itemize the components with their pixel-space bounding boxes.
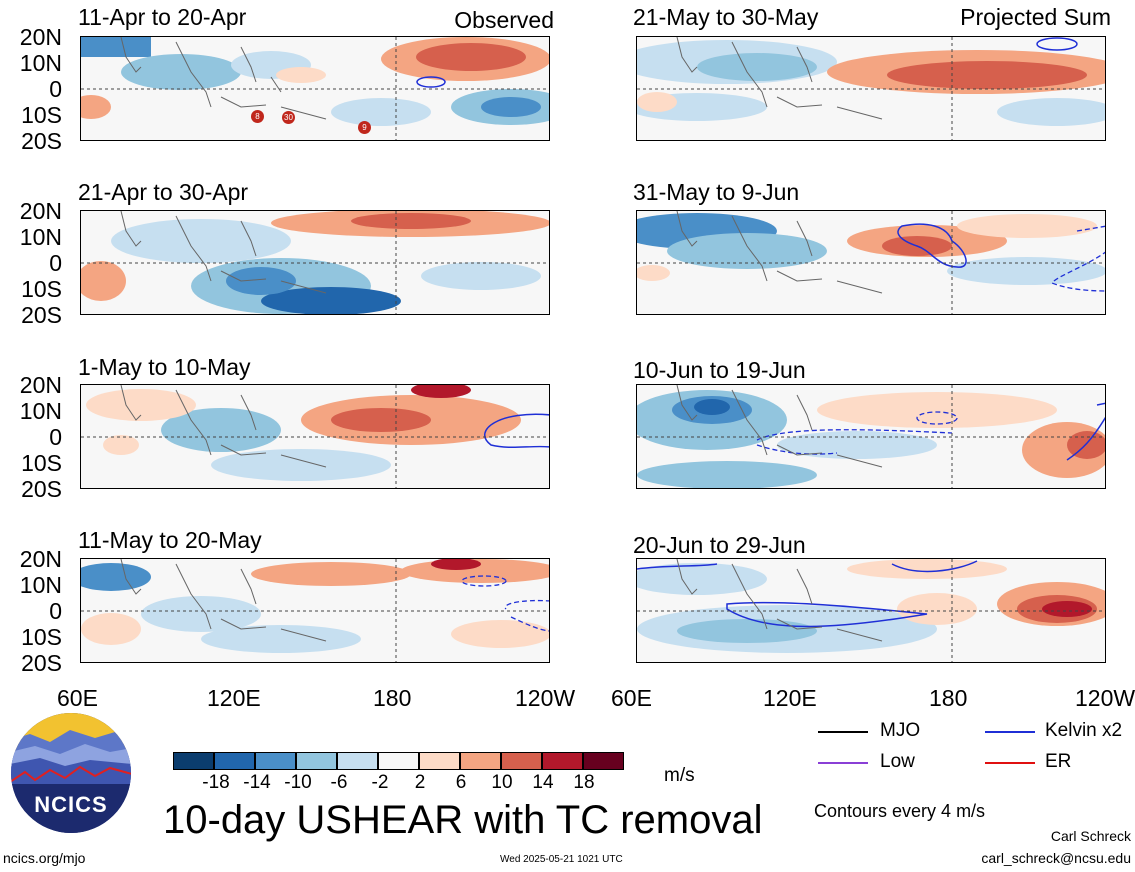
colorbar-tick: 14: [532, 772, 554, 793]
shear-map: [636, 558, 1106, 663]
tc-marker: 9: [358, 121, 371, 134]
lat-label: 0: [49, 250, 62, 276]
colorbar-tick: 2: [414, 772, 426, 793]
lat-label: 20N: [19, 372, 62, 398]
shear-map: [80, 384, 550, 489]
lat-label: 10N: [19, 398, 62, 424]
colorbar-tick: -2: [371, 772, 389, 793]
panel-title: 31-May to 9-Jun: [633, 179, 800, 205]
colorbar-tick: 6: [455, 772, 467, 793]
ncics-logo: NCICS: [10, 712, 132, 834]
colorbar-swatch: [501, 752, 543, 770]
footer-url[interactable]: ncics.org/mjo: [3, 850, 86, 866]
colorbar-swatch: [419, 752, 461, 770]
shear-map: [80, 558, 550, 663]
lon-label: 60E: [611, 685, 652, 711]
panel-title: 11-May to 20-May: [78, 527, 262, 553]
colorbar-tick: -10: [284, 772, 312, 793]
lat-label: 20S: [21, 650, 62, 676]
lat-label: 20N: [19, 546, 62, 572]
colorbar-swatch: [460, 752, 502, 770]
shear-map: 8 30 9: [80, 36, 550, 141]
legend-label: MJO: [880, 720, 921, 741]
lat-label: 20S: [21, 128, 62, 154]
colorbar-swatch: [583, 752, 625, 770]
panel-label-projected: Projected Sum: [960, 4, 1111, 30]
colorbar-swatch: [173, 752, 215, 770]
legend-line-kelvin: [985, 731, 1035, 733]
colorbar-swatch: [255, 752, 297, 770]
lat-label: 10N: [19, 224, 62, 250]
colorbar-swatch: [337, 752, 379, 770]
contour-note: Contours every 4 m/s: [814, 801, 986, 821]
lat-label: 20N: [19, 24, 62, 50]
lat-label: 20N: [19, 198, 62, 224]
lon-label: 120W: [515, 685, 576, 711]
lat-label: 10S: [21, 624, 62, 650]
lon-label: 60E: [57, 685, 98, 711]
lon-label: 180: [929, 685, 968, 711]
panel-title: 20-Jun to 29-Jun: [633, 532, 806, 558]
panel-title: 21-Apr to 30-Apr: [78, 179, 249, 205]
shear-map: [636, 36, 1106, 141]
lat-label: 10S: [21, 102, 62, 128]
panel-label-observed: Observed: [454, 7, 554, 33]
panel-title: 10-Jun to 19-Jun: [633, 357, 806, 383]
lon-label: 120W: [1075, 687, 1135, 710]
lat-label: 20S: [21, 302, 62, 328]
colorbar-tick: -14: [243, 772, 271, 793]
lon-label: 120E: [207, 685, 261, 711]
shear-map: [636, 210, 1106, 315]
colorbar-swatch: [378, 752, 420, 770]
colorbar-tick: 10: [491, 772, 513, 793]
colorbar-tick: 18: [573, 772, 595, 793]
panel-title: 1-May to 10-May: [78, 354, 251, 380]
legend-label: Kelvin x2: [1045, 720, 1123, 741]
colorbar-tick: -18: [202, 772, 230, 793]
lat-label: 10N: [19, 50, 62, 76]
footer-email[interactable]: carl_schreck@ncsu.edu: [981, 850, 1131, 866]
lat-label: 20S: [21, 476, 62, 502]
tc-marker: 30: [282, 111, 295, 124]
tc-marker: 8: [251, 110, 264, 123]
shear-map: [80, 210, 550, 315]
colorbar-swatch: [542, 752, 584, 770]
lat-label: 0: [49, 424, 62, 450]
lat-label: 10N: [19, 572, 62, 598]
legend-line-er: [985, 762, 1035, 764]
lon-label: 180: [373, 685, 412, 711]
lon-label: 120E: [763, 685, 817, 711]
lat-label: 0: [49, 598, 62, 624]
lat-label: 10S: [21, 450, 62, 476]
shear-map: [636, 384, 1106, 489]
legend-label: Low: [880, 751, 915, 772]
lat-label: 10S: [21, 276, 62, 302]
main-title: 10-day USHEAR with TC removal: [163, 798, 763, 842]
footer-timestamp: Wed 2025-05-21 1021 UTC: [500, 854, 623, 865]
colorbar-swatch: [296, 752, 338, 770]
panel-title: 21-May to 30-May: [633, 4, 819, 30]
legend-label: ER: [1045, 751, 1072, 772]
colorbar-units: m/s: [664, 765, 695, 786]
legend-line-low: [818, 762, 868, 764]
footer-author: Carl Schreck: [1050, 828, 1131, 844]
colorbar-tick: -6: [330, 772, 348, 793]
panel-title: 11-Apr to 20-Apr: [78, 4, 247, 30]
colorbar-swatch: [214, 752, 256, 770]
legend-line-mjo: [818, 731, 868, 733]
lat-label: 0: [49, 76, 62, 102]
logo-text: NCICS: [34, 792, 108, 817]
